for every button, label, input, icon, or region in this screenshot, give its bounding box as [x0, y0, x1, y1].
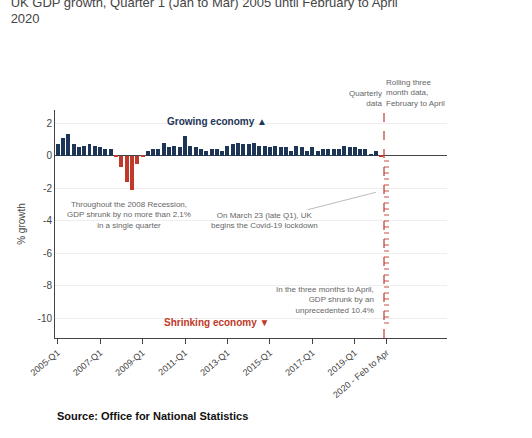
svg-text:In the three months to April,G: In the three months to April,GDP shrunk …: [276, 285, 374, 315]
svg-text:2005-Q1: 2005-Q1: [29, 348, 62, 378]
svg-text:2019-Q1: 2019-Q1: [326, 348, 359, 378]
svg-text:Growing economy ▲: Growing economy ▲: [167, 116, 267, 127]
svg-text:Quarterlydata: Quarterlydata: [349, 89, 382, 108]
svg-text:2011-Q1: 2011-Q1: [156, 348, 189, 378]
svg-text:2009-Q1: 2009-Q1: [113, 348, 146, 378]
svg-text:Rolling threemonth data,Februa: Rolling threemonth data,February to Apri…: [386, 78, 445, 108]
svg-text:-2: -2: [43, 183, 52, 194]
svg-text:-8: -8: [43, 280, 52, 291]
svg-text:2: 2: [46, 118, 52, 129]
svg-text:Source: Office for National St: Source: Office for National Statistics: [57, 410, 248, 422]
svg-text:2020 - Feb to Apr: 2020 - Feb to Apr: [331, 348, 391, 400]
svg-text:Shrinking economy ▼: Shrinking economy ▼: [164, 317, 269, 328]
svg-text:-6: -6: [43, 248, 52, 259]
svg-text:2017-Q1: 2017-Q1: [283, 348, 316, 378]
svg-text:0: 0: [46, 150, 52, 161]
svg-text:2007-Q1: 2007-Q1: [71, 348, 104, 378]
svg-text:-4: -4: [43, 215, 52, 226]
svg-text:2015-Q1: 2015-Q1: [241, 348, 274, 378]
svg-text:2013-Q1: 2013-Q1: [198, 348, 231, 378]
svg-text:UK GDP growth, Quarter 1 (Jan: UK GDP growth, Quarter 1 (Jan to Mar) 20…: [11, 0, 398, 26]
svg-text:% growth: % growth: [16, 203, 27, 245]
svg-text:On March 23 (late Q1), UKbegin: On March 23 (late Q1), UKbegins the Covi…: [211, 211, 318, 230]
svg-text:Throughout the 2008 Recession,: Throughout the 2008 Recession,GDP shrunk…: [67, 200, 191, 230]
svg-text:-10: -10: [38, 313, 53, 324]
